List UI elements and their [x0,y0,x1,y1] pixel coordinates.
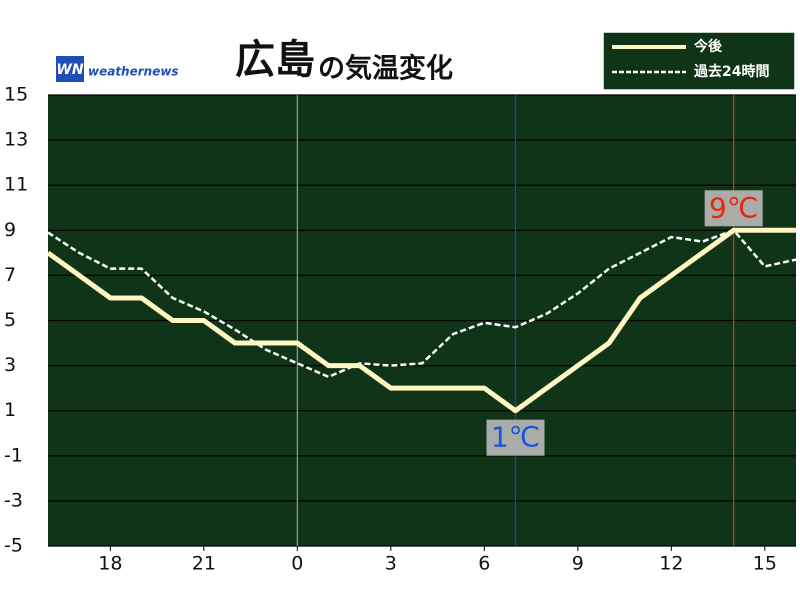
annotation-box [486,419,545,456]
y-tick-label: 13 [4,129,28,151]
x-tick-label: 3 [385,553,397,575]
y-tick-label: 9 [4,219,16,241]
y-tick-label: -1 [4,444,23,466]
y-tick-label: 7 [4,264,16,286]
annotation: 9℃ [709,191,758,224]
x-tick-label: 21 [192,553,216,575]
annotation-box [704,190,763,227]
annotation: 1℃ [491,421,540,454]
series-line [46,227,796,414]
chart-title: 広島 [235,37,315,83]
x-tick-label: 9 [572,553,584,575]
series-line [47,229,797,379]
legend-label: 過去24時間 [693,63,769,80]
chart-title-suffix: の気温変化 [318,53,453,85]
x-tick-label: 6 [478,553,490,575]
y-tick-label: 1 [4,399,16,421]
y-tick-label: 11 [4,174,28,196]
y-tick-label: 15 [4,84,28,106]
y-tick-label: -3 [4,489,23,511]
y-tick-label: 5 [4,309,16,331]
x-tick-label: 12 [659,553,683,575]
y-tick-label: -5 [4,535,23,557]
legend-box [602,31,796,91]
x-tick-label: 0 [291,553,303,575]
logo-box [56,56,84,82]
x-tick-label: 15 [753,553,777,575]
y-tick-label: 3 [4,354,16,376]
x-tick-label: 18 [98,553,122,575]
logo-mark: WN [56,62,83,78]
logo-text: weathernews [88,65,179,79]
legend-label: 今後 [693,38,723,55]
